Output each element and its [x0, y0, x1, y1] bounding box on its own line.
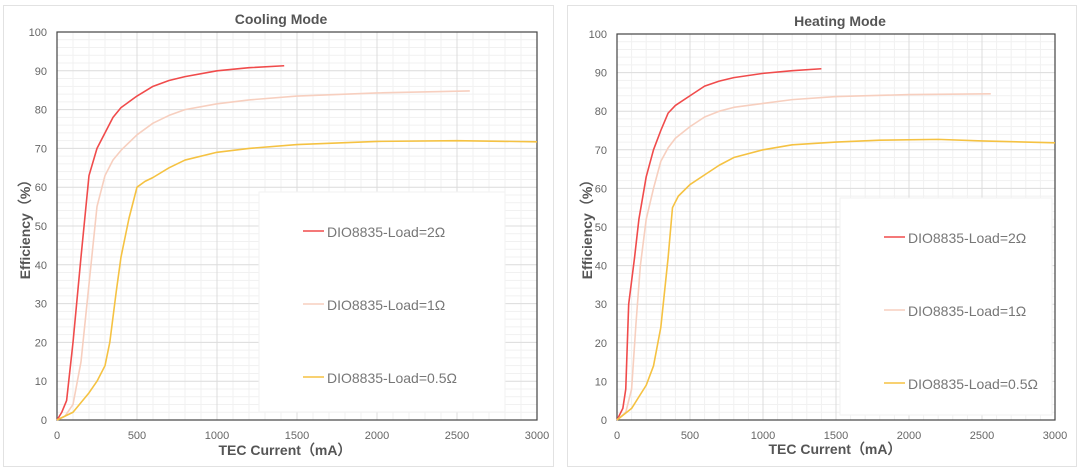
legend-box — [839, 197, 1053, 416]
plot-area-border — [616, 33, 1056, 421]
x-tick-label: 500 — [681, 430, 699, 442]
y-tick-label: 30 — [35, 299, 47, 311]
x-axis-label: TEC Current（mA） — [768, 441, 901, 457]
series-line-2 — [56, 139, 538, 421]
y-tick-label: 60 — [35, 182, 47, 194]
x-tick-label: 2500 — [970, 430, 994, 442]
cooling-chart: 0 500 1000 1500 2000 2500 3000 0 10 20 30 40 50 60 70 8… — [17, 11, 549, 458]
x-tick-label: 2000 — [897, 430, 921, 442]
y-tick-label: 90 — [595, 68, 607, 80]
chart-title: Heating Mode — [794, 13, 886, 29]
y-tick-label: 20 — [595, 338, 607, 350]
legend-label: DIO8835-Load=2Ω — [908, 230, 1026, 246]
plot-area-border — [56, 31, 538, 421]
y-tick-label: 30 — [595, 299, 607, 311]
legend-box — [258, 191, 506, 413]
legend-label: DIO8835-Load=0.5Ω — [327, 370, 457, 386]
y-tick-label: 50 — [595, 222, 607, 234]
y-tick-label: 40 — [595, 261, 607, 273]
x-tick-label: 3000 — [1043, 430, 1067, 442]
series-line-0 — [56, 64, 285, 421]
series-line-2 — [616, 138, 1056, 421]
x-tick-label: 0 — [54, 430, 60, 442]
y-tick-label: 70 — [35, 143, 47, 155]
y-tick-label: 70 — [595, 145, 607, 157]
y-tick-label: 80 — [35, 105, 47, 117]
y-tick-label: 60 — [595, 183, 607, 195]
y-tick-label: 50 — [35, 221, 47, 233]
series-line-1 — [616, 93, 991, 421]
y-tick-label: 40 — [35, 260, 47, 272]
x-tick-label: 2500 — [445, 430, 469, 442]
x-tick-label: 1500 — [824, 430, 848, 442]
legend-label: DIO8835-Load=1Ω — [908, 303, 1026, 319]
y-tick-label: 0 — [41, 415, 47, 427]
x-tick-label: 1000 — [205, 430, 229, 442]
series-line-0 — [616, 67, 822, 421]
x-tick-label: 1500 — [285, 430, 309, 442]
heating-chart: 0 500 1000 1500 2000 2500 3000 0 10 20 30 40 50 60 70 8… — [579, 13, 1067, 457]
legend-label: DIO8835-Load=2Ω — [327, 224, 445, 240]
y-tick-label: 100 — [29, 27, 47, 39]
x-tick-label: 1000 — [751, 430, 775, 442]
y-tick-label: 0 — [601, 415, 607, 427]
y-axis-label: Efficiency（%） — [579, 173, 595, 280]
chart-title: Cooling Mode — [235, 11, 328, 27]
y-tick-label: 90 — [35, 66, 47, 78]
y-tick-label: 20 — [35, 337, 47, 349]
series-line-1 — [56, 90, 470, 421]
x-tick-label: 3000 — [525, 430, 549, 442]
y-axis-label: Efficiency（%） — [17, 173, 33, 280]
y-tick-label: 100 — [589, 29, 607, 41]
y-tick-label: 10 — [595, 376, 607, 388]
x-tick-label: 500 — [128, 430, 146, 442]
x-axis-label: TEC Current（mA） — [218, 442, 351, 458]
y-tick-label: 10 — [35, 376, 47, 388]
y-tick-label: 80 — [595, 106, 607, 118]
legend-label: DIO8835-Load=1Ω — [327, 297, 445, 313]
legend-label: DIO8835-Load=0.5Ω — [908, 376, 1038, 392]
x-tick-label: 2000 — [365, 430, 389, 442]
x-tick-label: 0 — [614, 430, 620, 442]
